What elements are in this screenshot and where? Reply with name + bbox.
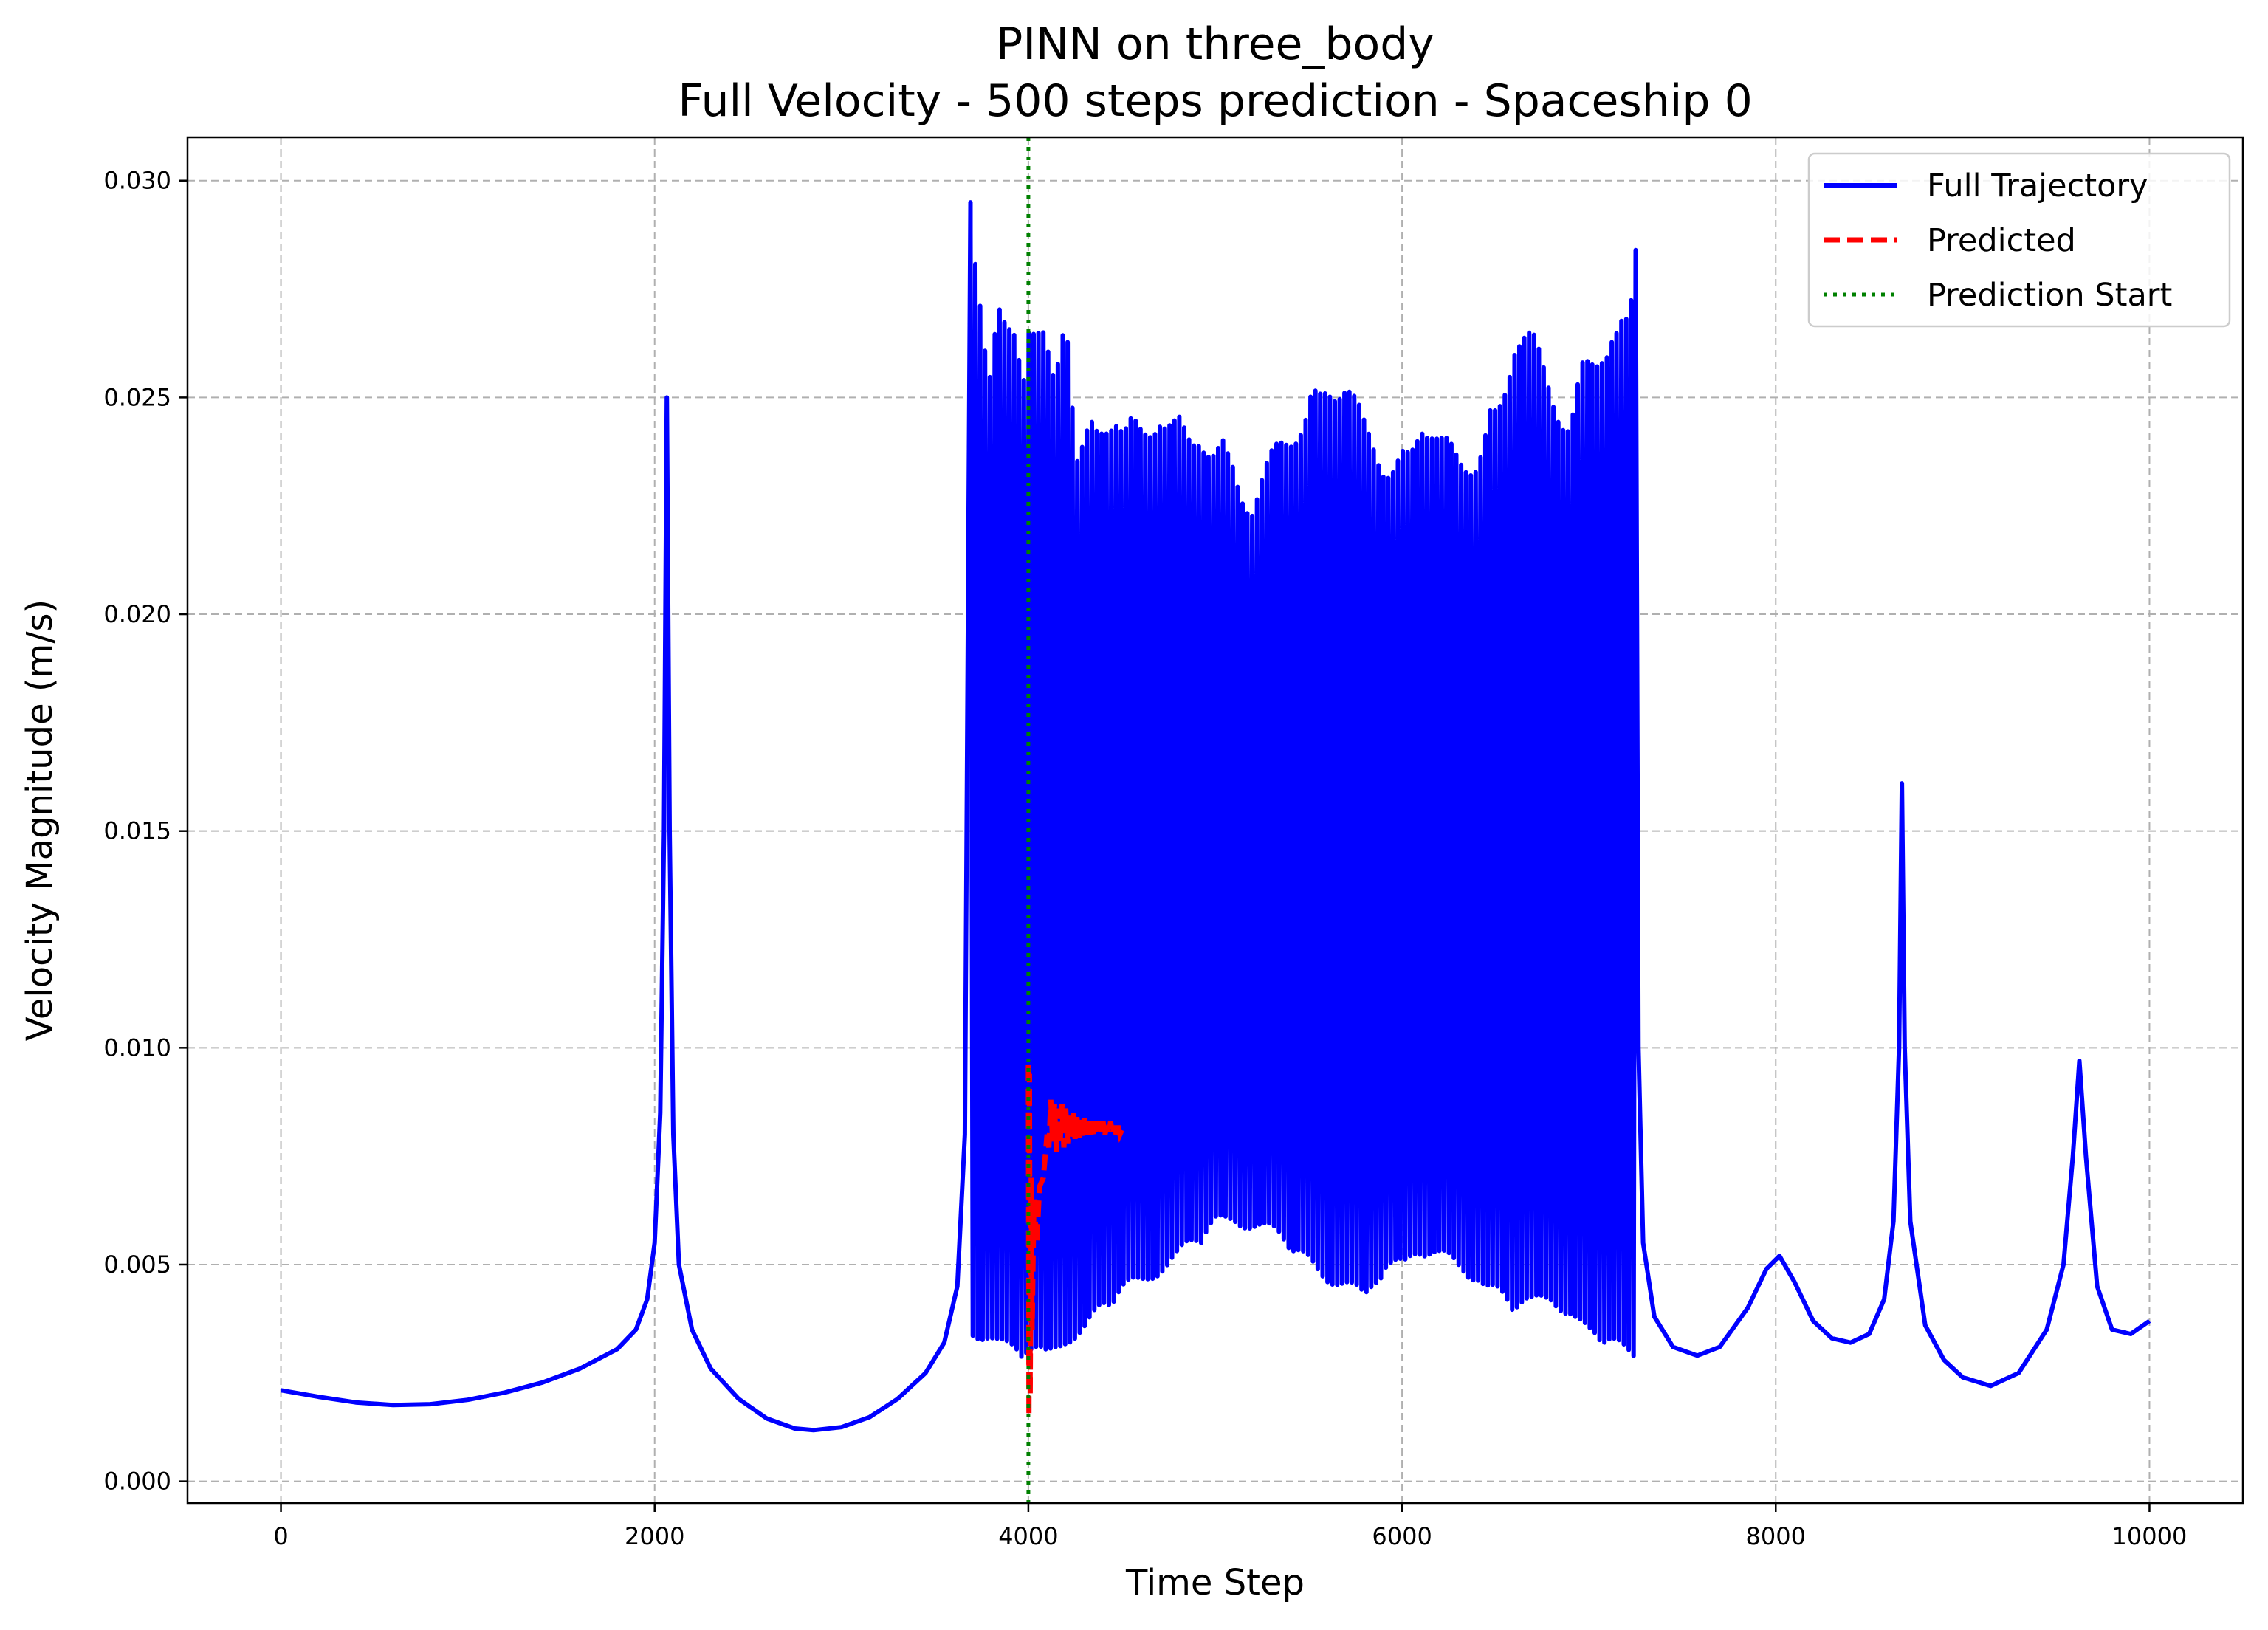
legend-label-predicted: Predicted bbox=[1927, 222, 2076, 259]
chart-subtitle: Full Velocity - 500 steps prediction - S… bbox=[678, 75, 1753, 127]
plot-frame bbox=[186, 136, 2244, 1505]
y-tick-label: 0.010 bbox=[103, 1034, 171, 1062]
x-tick-label: 4000 bbox=[998, 1522, 1058, 1550]
y-axis-label: Velocity Magnitude (m/s) bbox=[19, 599, 61, 1042]
axis-ticks: 0 2000 4000 6000 8000 10000 0.000 0.005 0.010 0.0… bbox=[103, 167, 2187, 1550]
y-tick-label: 0.020 bbox=[103, 600, 171, 628]
x-tick-label: 6000 bbox=[1372, 1522, 1432, 1550]
x-tick-label: 2000 bbox=[625, 1522, 684, 1550]
y-tick-label: 0.030 bbox=[103, 167, 171, 195]
legend-frame bbox=[1807, 152, 2231, 328]
x-tick-label: 8000 bbox=[1746, 1522, 1806, 1550]
y-tick-label: 0.000 bbox=[103, 1468, 171, 1496]
legend: Full Trajectory Predicted Prediction Sta… bbox=[1807, 152, 2231, 328]
y-tick-label: 0.015 bbox=[103, 817, 171, 845]
legend-label-full-trajectory: Full Trajectory bbox=[1927, 168, 2148, 204]
y-tick-label: 0.025 bbox=[103, 383, 171, 411]
legend-label-prediction-start: Prediction Start bbox=[1927, 277, 2172, 314]
series-full-trajectory bbox=[280, 200, 2151, 1433]
y-tick-label: 0.005 bbox=[103, 1251, 171, 1279]
series-predicted bbox=[1025, 1065, 1124, 1417]
x-tick-label: 0 bbox=[273, 1522, 288, 1550]
x-tick-label: 10000 bbox=[2112, 1522, 2188, 1550]
series-layer bbox=[280, 137, 2151, 1503]
x-axis-label: Time Step bbox=[1125, 1562, 1305, 1603]
chart-title: PINN on three_body bbox=[996, 18, 1434, 70]
